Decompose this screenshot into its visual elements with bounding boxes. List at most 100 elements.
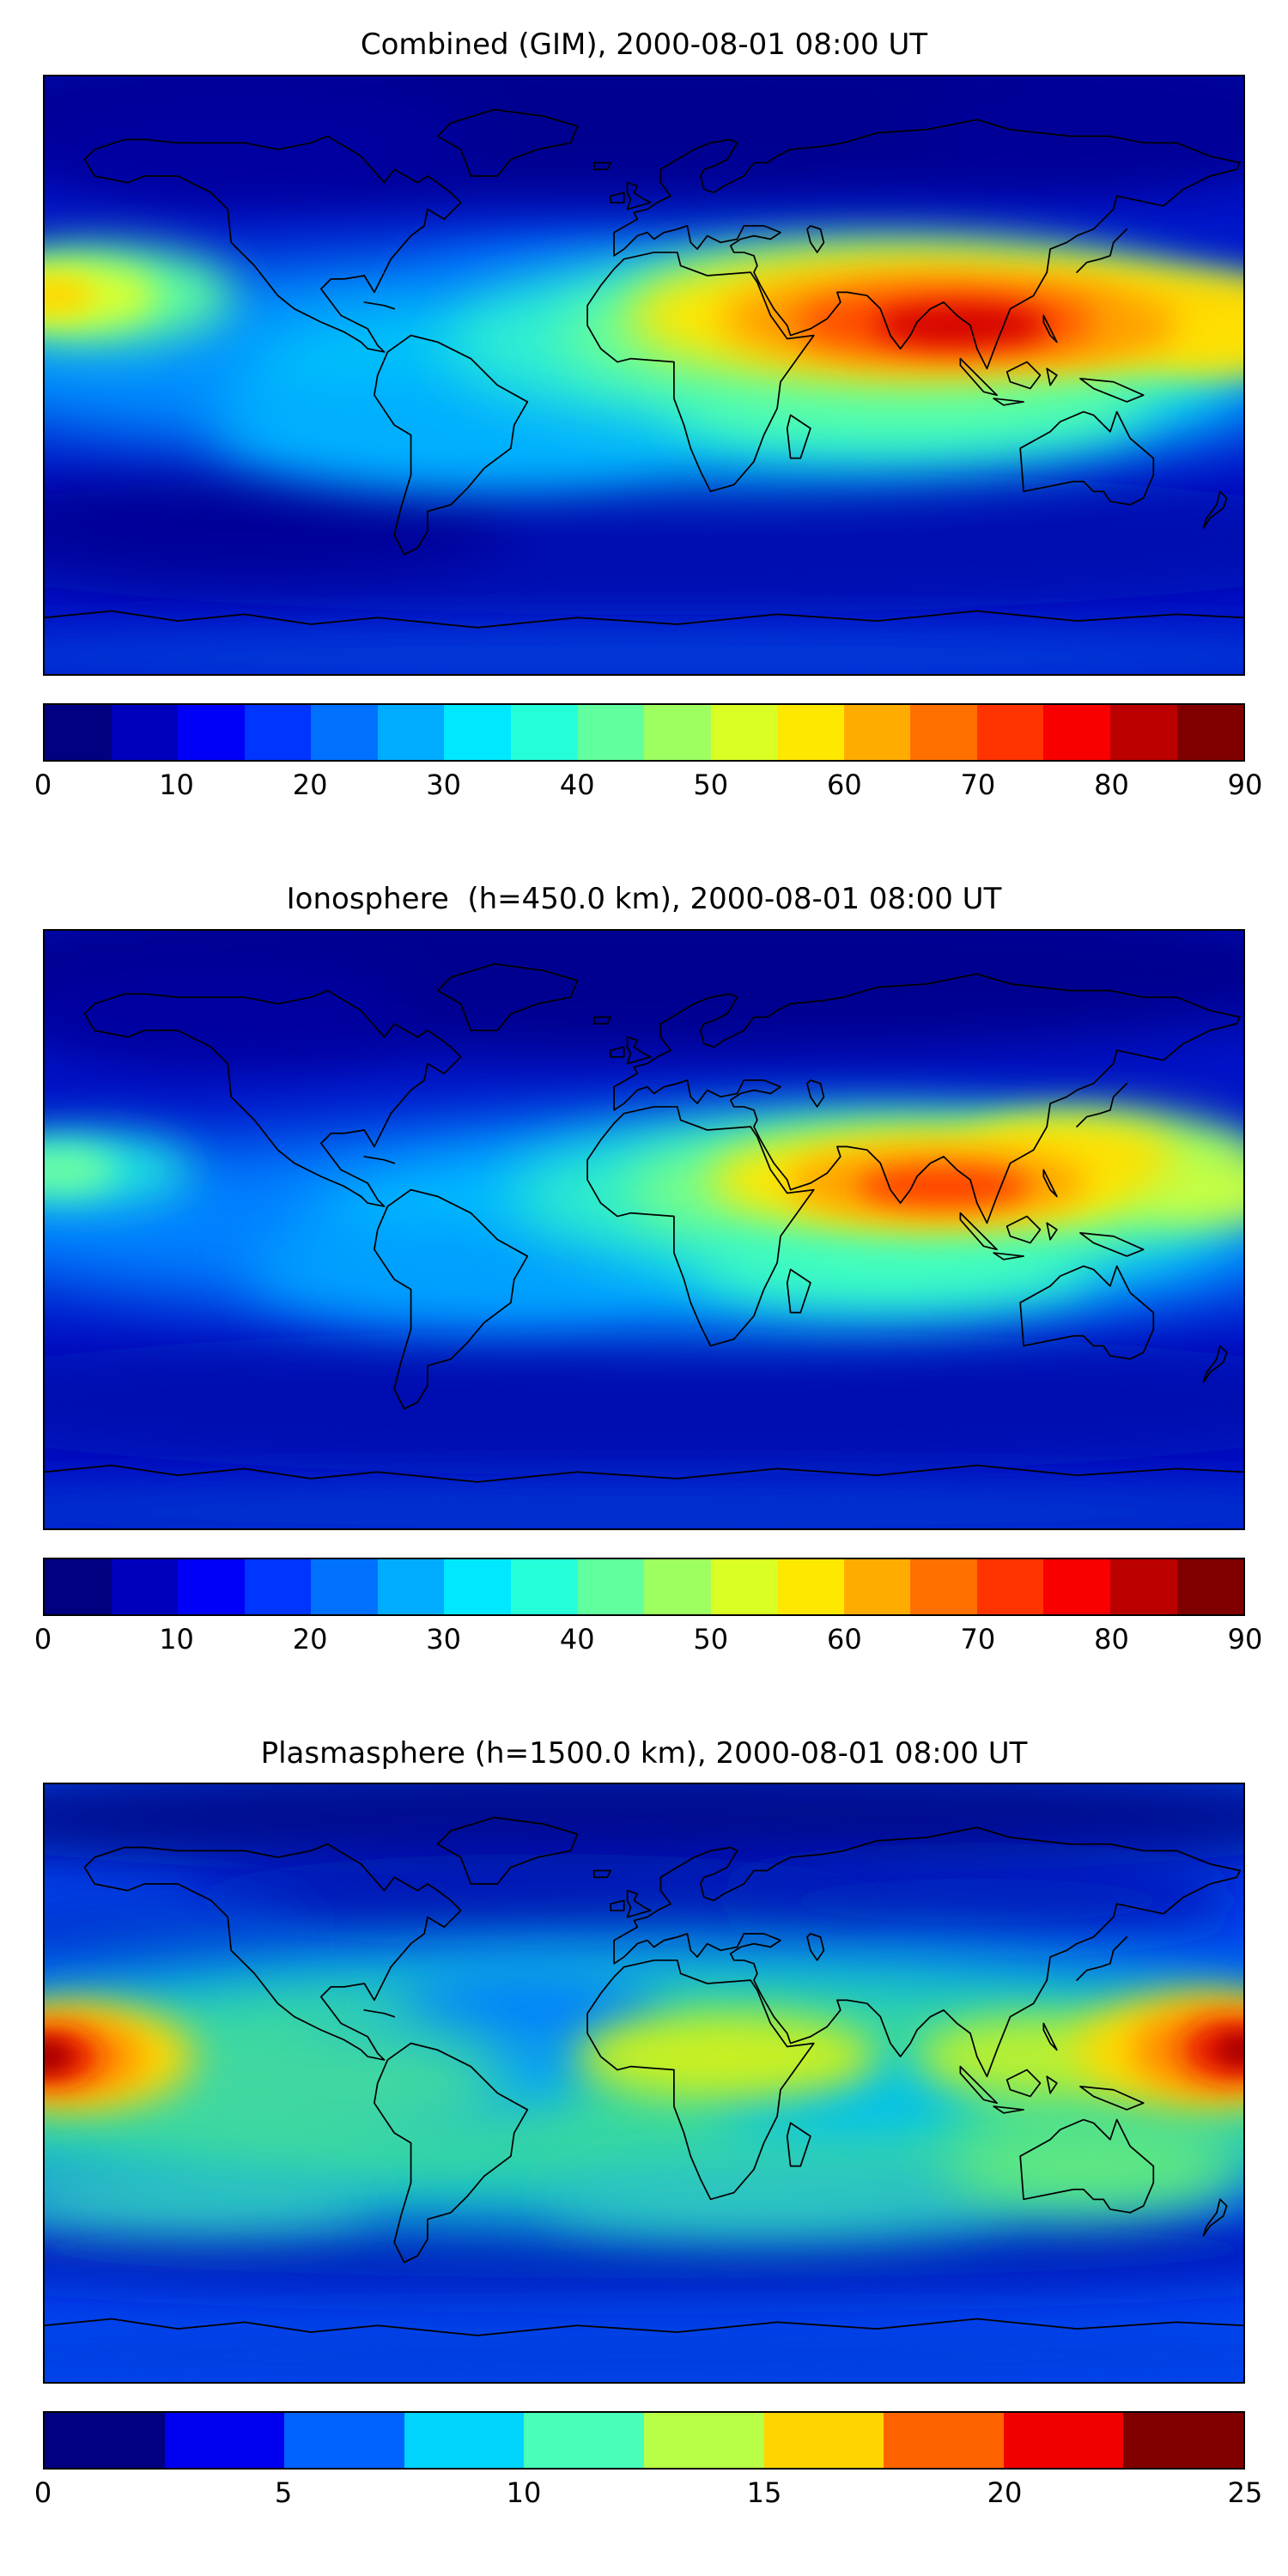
tec-blob xyxy=(710,1861,1243,1941)
colorbar-tick-label: 50 xyxy=(693,768,729,801)
colorbar-segment xyxy=(1123,2413,1243,2469)
colorbar-block: 0 10 20 30 40 50 60 70 80 90 xyxy=(34,1557,1263,1716)
tec-blob xyxy=(45,1145,118,1194)
colorbar-segment xyxy=(284,2413,404,2469)
tec-contour-blobs xyxy=(45,76,1243,674)
colorbar-tick-label: 5 xyxy=(274,2476,293,2510)
colorbar-tick-label: 10 xyxy=(506,2476,542,2510)
colorbar-segment xyxy=(644,704,711,760)
colorbar-tick-labels: 0 10 20 30 40 50 60 70 80 90 xyxy=(34,768,1263,806)
map-title-combined: Combined (GIM), 2000-08-01 08:00 UT xyxy=(360,27,928,62)
tec-blob xyxy=(1153,301,1243,369)
panel-plasmasphere: Plasmasphere (h=1500.0 km), 2000-08-01 0… xyxy=(34,1716,1263,2570)
tec-blob xyxy=(677,355,1144,448)
colorbar-tick-label: 60 xyxy=(826,768,862,801)
tec-blob xyxy=(45,960,411,1067)
colorbar-segment xyxy=(710,704,778,760)
colorbar-segment xyxy=(777,1558,844,1614)
colorbar-segment xyxy=(377,704,445,760)
colorbar-tick-label: 40 xyxy=(559,768,595,801)
colorbar-tick-label: 20 xyxy=(292,768,328,801)
tec-blob xyxy=(45,1328,1243,1475)
colorbar-segment xyxy=(1176,704,1243,760)
tec-blob xyxy=(1183,2020,1243,2081)
colorbar-block: 0 10 20 30 40 50 60 70 80 90 xyxy=(34,702,1263,861)
map-title-ionosphere: Ionosphere (h=450.0 km), 2000-08-01 08:0… xyxy=(286,881,1002,916)
colorbar-segment xyxy=(1110,704,1177,760)
colorbar-tick-label: 30 xyxy=(426,1622,462,1656)
colorbar-segment xyxy=(244,704,312,760)
colorbar-segment xyxy=(1043,704,1110,760)
colorbar-segment xyxy=(178,704,245,760)
colorbar-segment xyxy=(843,704,911,760)
colorbar-segment xyxy=(510,704,578,760)
colorbar-tick-label: 80 xyxy=(1094,768,1129,801)
colorbar-segment xyxy=(976,1558,1044,1614)
tec-blob xyxy=(45,471,511,578)
colorbar-segment xyxy=(164,2413,285,2469)
colorbar-segment xyxy=(1043,1558,1110,1614)
colorbar xyxy=(43,2411,1245,2470)
colorbar-segment xyxy=(111,1558,179,1614)
colorbar-tick-label: 0 xyxy=(33,2476,52,2510)
colorbar-segment xyxy=(710,1558,778,1614)
colorbar-segment xyxy=(644,1558,711,1614)
colorbar-tick-label: 15 xyxy=(746,2476,782,2510)
colorbar-tick-label: 20 xyxy=(987,2476,1023,2510)
tec-blob xyxy=(694,1218,1094,1306)
colorbar-tick-label: 60 xyxy=(826,1622,862,1656)
world-map-plasmasphere xyxy=(43,1783,1245,2385)
colorbar-segment xyxy=(524,2413,644,2469)
tec-blob xyxy=(944,2119,1243,2214)
colorbar-segment xyxy=(1176,1558,1243,1614)
colorbar-segment xyxy=(777,704,844,760)
tec-blob xyxy=(244,1218,644,1319)
colorbar-segment xyxy=(577,1558,645,1614)
colorbar-tick-label: 30 xyxy=(426,768,462,801)
colorbar-segment xyxy=(910,1558,977,1614)
colorbar-segment xyxy=(444,704,511,760)
colorbar-segment xyxy=(111,704,179,760)
tec-blob xyxy=(45,2040,72,2074)
tec-blob xyxy=(394,1970,661,2050)
colorbar-segment xyxy=(178,1558,245,1614)
colorbar-segment xyxy=(577,704,645,760)
colorbar-tick-label: 50 xyxy=(693,1622,729,1656)
colorbar-tick-label: 20 xyxy=(292,1622,328,1656)
contour-map-svg xyxy=(45,76,1243,674)
colorbar-segment xyxy=(976,704,1044,760)
panel-combined-gim: Combined (GIM), 2000-08-01 08:00 UT 0 10 2… xyxy=(34,7,1263,861)
colorbar-tick-label: 70 xyxy=(960,768,996,801)
tec-contour-blobs xyxy=(45,930,1243,1528)
colorbar-tick-label: 10 xyxy=(159,768,194,801)
colorbar-segment xyxy=(1110,1558,1177,1614)
panel-ionosphere: Ionosphere (h=450.0 km), 2000-08-01 08:0… xyxy=(34,861,1263,1716)
colorbar-segment xyxy=(763,2413,884,2469)
colorbar xyxy=(43,702,1245,762)
colorbar-tick-labels: 0 5 10 15 20 25 xyxy=(34,2476,1263,2514)
colorbar-segment xyxy=(311,1558,378,1614)
colorbar-block: 0 5 10 15 20 25 xyxy=(34,2411,1263,2569)
colorbar-tick-label: 80 xyxy=(1094,1622,1129,1656)
tec-blob xyxy=(45,2166,378,2233)
map-title-plasmasphere: Plasmasphere (h=1500.0 km), 2000-08-01 0… xyxy=(260,1735,1028,1771)
tec-blob xyxy=(577,2014,878,2100)
contour-map-svg xyxy=(45,930,1243,1528)
colorbar-segment xyxy=(643,2413,764,2469)
tec-blob xyxy=(111,2017,511,2150)
tec-blob xyxy=(910,76,1243,179)
colorbar-segment xyxy=(843,1558,911,1614)
tec-blob xyxy=(45,2202,1243,2296)
tec-blob xyxy=(857,1166,1030,1206)
colorbar-tick-labels: 0 10 20 30 40 50 60 70 80 90 xyxy=(34,1622,1263,1661)
tec-blob xyxy=(45,623,1243,674)
colorbar-tick-label: 25 xyxy=(1227,2476,1263,2510)
tec-blob xyxy=(45,275,95,316)
colorbar-segment xyxy=(311,704,378,760)
colorbar-tick-label: 90 xyxy=(1227,1622,1263,1656)
colorbar-segment xyxy=(1003,2413,1124,2469)
colorbar-segment xyxy=(510,1558,578,1614)
colorbar-tick-label: 90 xyxy=(1227,768,1263,801)
colorbar-tick-label: 0 xyxy=(33,768,52,801)
world-map-ionosphere xyxy=(43,928,1245,1530)
